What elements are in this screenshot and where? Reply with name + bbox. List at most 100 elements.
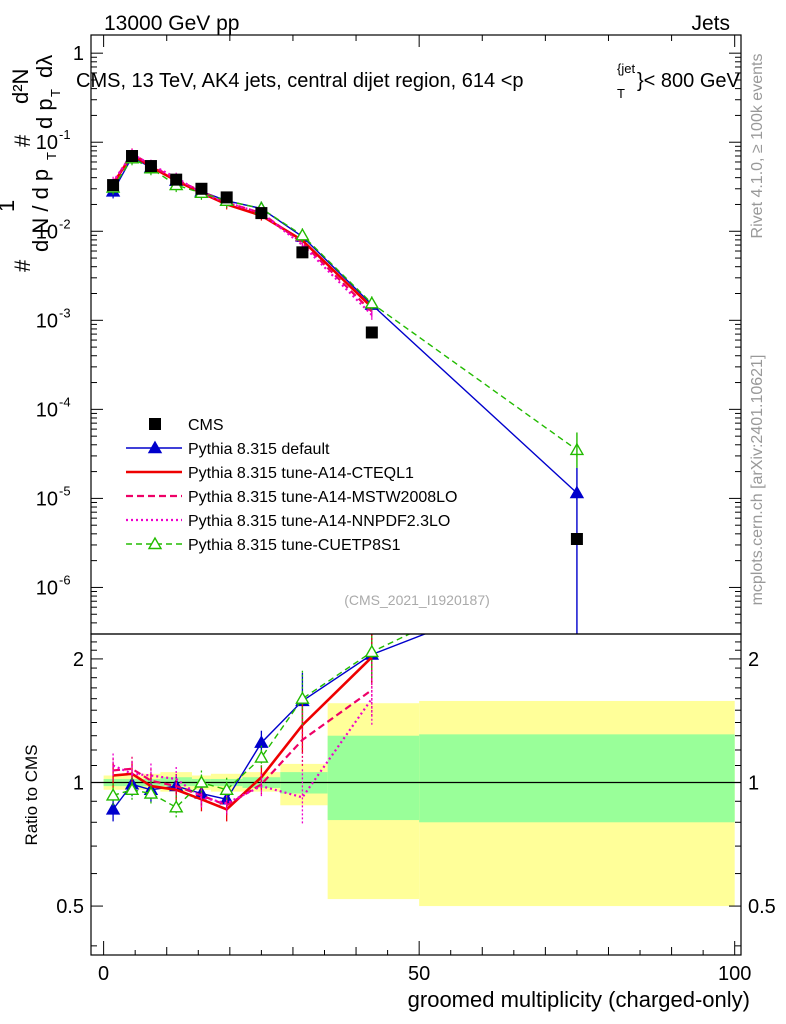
- ratio-y-tick-label-right: 1: [748, 772, 759, 794]
- y-tick-label-base: 10: [36, 399, 58, 421]
- rivet-version-label: Rivet 4.1.0, ≥ 100k events: [749, 54, 766, 239]
- legend-marker-cuetp8s1: [147, 536, 163, 550]
- y-tick-label-base: 10: [36, 132, 58, 154]
- legend-label: CMS: [188, 417, 224, 434]
- ratio-frame: [90, 633, 742, 956]
- y-axis-label-ratio: Ratio to CMS: [22, 744, 41, 845]
- ylabel-hash2: #: [10, 134, 35, 147]
- point-data: [144, 160, 157, 173]
- series-line-cuetp8s1: [112, 157, 578, 451]
- y-tick-label-exp: -2: [59, 216, 71, 231]
- plot-title: CMS, 13 TeV, AK4 jets, central dijet reg…: [76, 61, 741, 101]
- ratio-line-cuetp8s1: [112, 634, 412, 809]
- y-tick-label: 10 -5: [36, 483, 71, 510]
- ratio-y-tick-label-left: 1: [73, 772, 84, 794]
- x-tick-label: 50: [408, 963, 430, 985]
- y-tick-label: 10 -4: [36, 394, 71, 421]
- y-tick-label-base: 10: [36, 221, 58, 243]
- ylabel-dN: d N / d p: [28, 169, 53, 252]
- main-panel: 10 -610 -510 -410 -310 -210 -11: [36, 34, 742, 635]
- point-data: [255, 207, 268, 220]
- ylabel-d2N: d²N: [8, 69, 33, 104]
- legend-marker-data: [149, 418, 161, 430]
- x-tick-label: 100: [718, 963, 751, 985]
- plot-title-main: CMS, 13 TeV, AK4 jets, central dijet reg…: [76, 70, 524, 92]
- point-data: [296, 246, 309, 259]
- uncertainty-band-green: [419, 734, 735, 823]
- y-tick-label-base: 10: [36, 488, 58, 510]
- legend-item: CMS: [149, 417, 224, 434]
- y-tick-label: 1: [73, 43, 84, 65]
- point-data: [570, 532, 583, 545]
- analysis-id: (CMS_2021_I1920187): [344, 592, 490, 608]
- y-tick-label-text: 1: [73, 43, 84, 65]
- series-line-default: [112, 156, 578, 494]
- ratio-point-cuetp8s1: [295, 691, 310, 704]
- ylabel-dpt-sub: T: [48, 89, 63, 97]
- y-tick-label-base: 10: [36, 577, 58, 599]
- point-data: [126, 150, 139, 163]
- y-axis-label-main: # 1 d N / d p T # d²N d p T dλ: [0, 55, 63, 272]
- ratio-line-default: [112, 634, 427, 810]
- ratio-point-cuetp8s1: [194, 775, 209, 788]
- ratio-panel: 0.5 0.5 1 1 2 2 0 50 100: [56, 633, 776, 985]
- y-tick-label: 10 -6: [36, 572, 71, 599]
- legend-item: Pythia 8.315 tune-A14-CTEQL1: [126, 465, 414, 482]
- y-tick-label-exp: -6: [59, 572, 71, 587]
- legend-label: Pythia 8.315 tune-A14-NNPDF2.3LO: [188, 513, 450, 530]
- plot-title-sub: T: [617, 86, 625, 101]
- legend: CMS Pythia 8.315 default Pythia 8.315 tune…: [126, 417, 457, 554]
- y-tick-label-base: 10: [36, 310, 58, 332]
- point-cuetp8s1: [295, 227, 310, 241]
- ratio-y-tick-label-left: 2: [73, 649, 84, 671]
- legend-item: Pythia 8.315 default: [126, 440, 330, 458]
- legend-label: Pythia 8.315 tune-CUETP8S1: [188, 537, 401, 554]
- mcplots-label: mcplots.cern.ch [arXiv:2401.10621]: [749, 355, 766, 606]
- ratio-point-cuetp8s1: [143, 786, 159, 799]
- x-tick-label: 0: [98, 963, 109, 985]
- ratio-content: [91, 634, 741, 907]
- header-right: Jets: [691, 12, 730, 35]
- ratio-y-tick-label-left: 0.5: [56, 896, 84, 918]
- y-tick-label-exp: -1: [59, 127, 71, 142]
- legend-label: Pythia 8.315 default: [188, 441, 330, 458]
- ratio-point-cuetp8s1: [168, 799, 184, 813]
- y-tick-label-exp: -5: [59, 483, 71, 498]
- legend-item: Pythia 8.315 tune-A14-MSTW2008LO: [126, 489, 457, 506]
- point-cuetp8s1: [364, 295, 380, 309]
- y-tick-label: 10 -2: [36, 216, 71, 243]
- point-data: [195, 182, 208, 195]
- ratio-point-cuetp8s1: [124, 782, 140, 795]
- plot-title-end: }< 800 GeV: [637, 70, 741, 92]
- main-series: [105, 148, 585, 634]
- ratio-y-tick-label-right: 2: [748, 649, 759, 671]
- plot-title-sup: {jet: [617, 61, 635, 76]
- ratio-point-cuetp8s1: [105, 788, 121, 801]
- ylabel-hash1: #: [10, 259, 35, 272]
- y-tick-label-exp: -4: [59, 394, 71, 409]
- legend-label: Pythia 8.315 tune-A14-CTEQL1: [188, 465, 414, 482]
- x-axis-label: groomed multiplicity (charged-only): [408, 987, 750, 1012]
- ylabel-dlambda: dλ: [32, 55, 57, 78]
- legend-item: Pythia 8.315 tune-A14-NNPDF2.3LO: [126, 513, 450, 530]
- point-data: [107, 179, 120, 192]
- y-tick-label: 10 -3: [36, 305, 71, 332]
- y-tick-label: 10 -1: [36, 127, 71, 154]
- ratio-point-default: [105, 801, 121, 815]
- point-data: [170, 173, 183, 186]
- ylabel-dpt: d p: [32, 98, 57, 129]
- ratio-point-cuetp8s1: [364, 644, 380, 658]
- y-tick-label-exp: -3: [59, 305, 71, 320]
- uncertainty-band-green: [327, 735, 420, 821]
- series-line-nnpdf: [112, 152, 373, 316]
- header-left: 13000 GeV pp: [104, 12, 239, 35]
- legend-label: Pythia 8.315 tune-A14-MSTW2008LO: [188, 489, 457, 506]
- ylabel-one: 1: [0, 200, 19, 212]
- legend-item: Pythia 8.315 tune-CUETP8S1: [126, 536, 401, 554]
- ylabel-dN-sub: T: [44, 152, 59, 160]
- legend-marker-default: [147, 440, 163, 454]
- ratio-point-cuetp8s1: [219, 782, 234, 795]
- point-data: [365, 326, 378, 339]
- ratio-y-tick-label-right: 0.5: [748, 896, 776, 918]
